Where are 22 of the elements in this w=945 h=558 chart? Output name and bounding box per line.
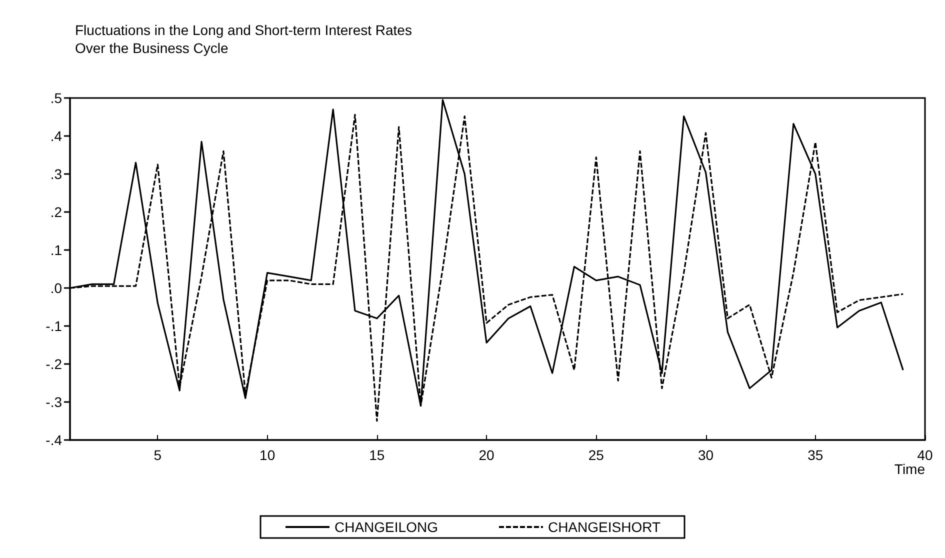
y-tick-label: .0 [50, 280, 62, 296]
y-tick-label: .2 [50, 204, 62, 220]
y-tick-label: .5 [50, 90, 62, 106]
x-tick-label: 40 [917, 447, 933, 463]
x-tick-label: 35 [808, 447, 824, 463]
y-tick-label: .1 [50, 242, 62, 258]
y-tick-label: .4 [50, 128, 62, 144]
x-tick-label: 25 [588, 447, 604, 463]
y-tick-label: -.2 [46, 356, 62, 372]
chart-title: Fluctuations in the Long and Short-term Interest Rates Over the Business Cycle [75, 22, 412, 56]
x-tick-label: 10 [260, 447, 276, 463]
y-tick-label: .3 [50, 166, 62, 182]
x-axis-title: Time [894, 461, 926, 477]
x-tick-label: 5 [154, 447, 162, 463]
legend-label: CHANGEILONG [334, 519, 438, 535]
y-tick-label: -.1 [46, 318, 62, 334]
legend-label: CHANGEISHORT [548, 519, 661, 535]
x-tick-label: 15 [369, 447, 385, 463]
x-tick-label: 20 [478, 447, 495, 463]
y-tick-label: -.4 [46, 432, 62, 448]
y-tick-label: -.3 [46, 394, 62, 410]
x-tick-label: 30 [698, 447, 714, 463]
